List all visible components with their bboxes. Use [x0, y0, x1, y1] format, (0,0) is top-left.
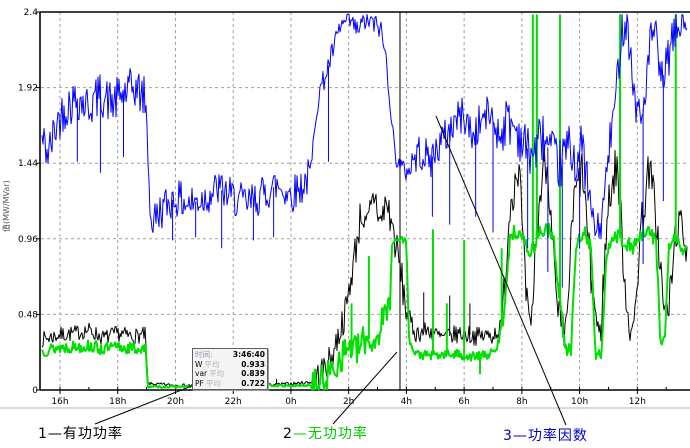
- annotation-power-factor-number: 3: [503, 428, 513, 444]
- grid-layer: [41, 12, 688, 390]
- x-tick-label: 10h: [571, 397, 588, 407]
- tooltip-row-pf: PF 平均 0.722: [195, 379, 265, 389]
- tooltip-pf-label: PF: [195, 378, 204, 388]
- annotation-power-factor: 3—功率因数: [503, 425, 588, 445]
- tooltip-pf-avg: 平均: [205, 378, 221, 388]
- x-tick-label: 16h: [51, 397, 68, 407]
- x-tick-label: 6h: [458, 397, 469, 407]
- cursor-tooltip: 时间: 3:46:40 W 平均 0.933 var 平均 0.839 PF 平…: [192, 348, 268, 390]
- annotation-power-factor-label: —功率因数: [512, 428, 588, 444]
- x-tick-label: 20h: [167, 397, 184, 407]
- axis-layer: 0 0.48 0.96 1.44 1.92 2.4 16h 18h 20h 22h 0h 2h 4h 6h…: [0, 8, 690, 409]
- x-tick-label: 12h: [629, 397, 646, 407]
- tooltip-row-w: W 平均 0.933: [195, 360, 265, 370]
- tooltip-var-avg: 平均: [209, 369, 225, 378]
- y-tick-label: 0.96: [18, 235, 38, 245]
- y-tick-label: 1.92: [18, 84, 38, 94]
- y-tick-label: 2.4: [24, 8, 39, 18]
- tooltip-var-value: 0.839: [241, 369, 265, 378]
- tooltip-w-value: 0.933: [241, 359, 265, 369]
- y-tick-label: 0: [32, 386, 38, 396]
- y-axis-label: 值(MW/MVar): [1, 180, 11, 232]
- tooltip-time-label: 时间:: [195, 350, 213, 359]
- annotation-reactive-power-label: —无功功率: [292, 426, 368, 442]
- annotation-reactive-power: 2—无功功率: [283, 423, 368, 443]
- annotation-reactive-power-number: 2: [283, 426, 293, 442]
- tooltip-w-label: W: [195, 359, 203, 369]
- tooltip-time-value: 3:46:40: [232, 350, 265, 359]
- series-layer: [41, 13, 688, 391]
- annotation-active-power-label: —有功功率: [47, 426, 123, 442]
- annotation-active-power-number: 1: [38, 426, 48, 442]
- x-tick-label: 4h: [401, 397, 412, 407]
- x-tick-label: 2h: [343, 397, 354, 407]
- annotation-active-power: 1—有功功率: [38, 423, 123, 443]
- x-tick-label: 0h: [285, 397, 296, 407]
- x-tick-label: 22h: [225, 397, 242, 407]
- leader-line: [435, 115, 567, 426]
- tooltip-var-label: var: [195, 369, 208, 378]
- tooltip-time-row: 时间: 3:46:40: [195, 350, 265, 360]
- tooltip-w-avg: 平均: [204, 359, 220, 369]
- x-tick-label: 18h: [109, 397, 126, 407]
- y-tick-label: 0.48: [18, 310, 38, 320]
- x-tick-label: 8h: [516, 397, 527, 407]
- plot-area[interactable]: [41, 12, 688, 390]
- y-tick-label: 1.44: [18, 159, 38, 169]
- tooltip-pf-value: 0.722: [241, 378, 265, 388]
- leader-line: [332, 351, 398, 425]
- tooltip-row-var: var 平均 0.839: [195, 369, 265, 379]
